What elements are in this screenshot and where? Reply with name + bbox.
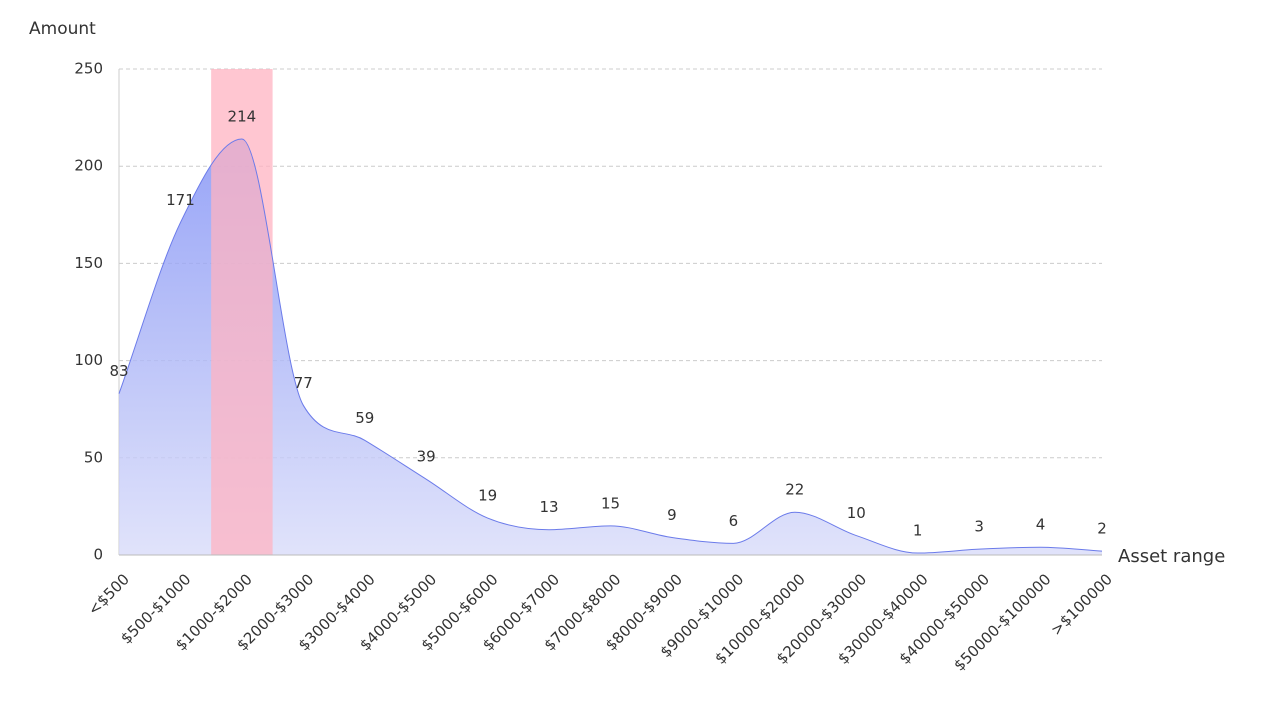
data-label: 10 [847,504,866,522]
area [119,138,1102,555]
data-label: 19 [478,487,497,505]
y-axis-label: Amount [29,19,96,39]
data-label: 6 [729,512,739,530]
data-label: 59 [355,409,374,427]
data-label: 13 [540,498,559,516]
data-label: 2 [1097,520,1107,538]
line [118,138,1103,554]
data-label: 15 [601,494,620,512]
y-tick-label: 50 [84,448,103,466]
data-label: 39 [417,448,436,466]
data-label: 9 [667,506,677,524]
highlight-band [211,69,273,555]
x-axis-label: Asset range [1118,546,1225,567]
y-tick-label: 200 [74,157,103,175]
data-label: 214 [228,107,257,125]
data-label: 1 [913,522,923,540]
y-tick-label: 0 [93,546,103,564]
data-label: 171 [166,191,195,209]
data-label: 83 [109,362,128,380]
data-label: 22 [785,481,804,499]
x-tick-label: >$100000 [1047,570,1116,639]
data-label: 77 [294,374,313,392]
data-label: 4 [1036,516,1046,534]
data-label: 3 [974,518,984,536]
y-tick-label: 150 [74,254,103,272]
y-tick-label: 250 [74,60,103,78]
x-tick-label: <$500 [84,570,133,619]
y-tick-label: 100 [74,351,103,369]
